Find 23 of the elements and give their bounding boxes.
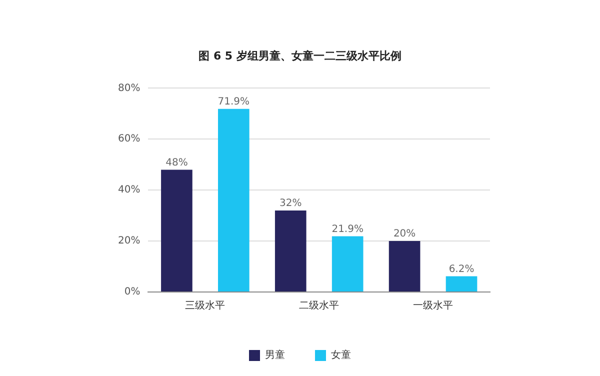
y-tick-label: 20% [118,236,140,247]
y-tick-label: 80% [118,82,140,94]
x-tick-label: 一级水平 [413,300,454,312]
bar [218,108,250,292]
data-label: 21.9% [332,224,364,235]
data-label: 48% [166,157,188,168]
data-label: 6.2% [448,264,474,275]
chart-title: 图 6 5 岁组男童、女童一二三级水平比例 [198,49,402,62]
bar [274,210,306,292]
x-tick-label: 三级水平 [185,300,226,312]
data-label: 20% [393,228,416,240]
y-tick-label: 40% [118,184,140,196]
bar [161,170,192,292]
y-tick-label: 0% [124,286,140,298]
y-tick-label: 60% [118,134,140,145]
bar [446,276,478,292]
legend-label: 男童 [265,349,285,362]
x-tick-label: 二级水平 [299,300,340,312]
data-label: 71.9% [218,96,250,108]
legend-label: 女童 [331,349,351,362]
data-label: 32% [280,198,302,210]
bar [388,241,420,292]
bar [332,236,364,292]
